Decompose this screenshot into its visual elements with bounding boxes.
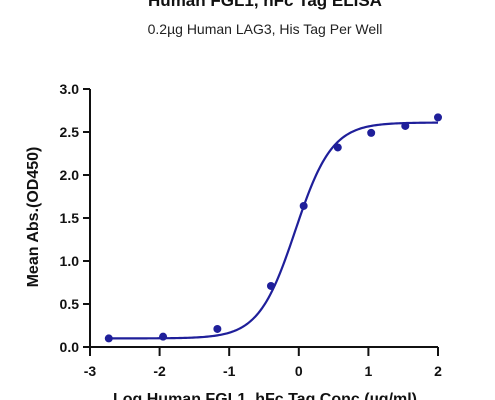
chart-subtitle: 0.2µg Human LAG3, His Tag Per Well	[148, 21, 383, 37]
x-tick-label: 2	[434, 363, 442, 379]
data-point	[333, 143, 342, 152]
x-tick-label: -2	[153, 363, 166, 379]
y-tick-label: 2.5	[60, 124, 80, 140]
y-ticks: 0.0 0.5 1.0 1.5 2.0 2.5 3.0	[60, 81, 90, 355]
chart-title: Human FGL1, hFc Tag ELISA	[148, 0, 382, 10]
data-point	[213, 324, 222, 333]
data-point	[434, 113, 442, 122]
fit-curve	[108, 121, 439, 340]
data-points	[104, 113, 442, 343]
data-point	[266, 281, 275, 290]
y-tick-label: 0.0	[60, 339, 80, 355]
x-tick-label: -1	[223, 363, 236, 379]
y-tick-label: 0.5	[60, 296, 80, 312]
x-ticks: -3 -2 -1 0 1 2	[84, 347, 442, 379]
data-point	[401, 121, 410, 130]
data-point	[104, 334, 113, 343]
data-point	[159, 332, 168, 341]
y-axis-label: Mean Abs.(OD450)	[25, 147, 42, 288]
x-tick-label: -3	[84, 363, 97, 379]
plot-area: 0.0 0.5 1.0 1.5 2.0 2.5 3.0 -3 -2 -1 0 1 2	[60, 81, 443, 379]
x-tick-label: 1	[365, 363, 373, 379]
x-axis-label: Log Human FGL1, hFc Tag Conc.(µg/ml)	[113, 391, 417, 400]
y-tick-label: 1.5	[60, 210, 80, 226]
data-point	[367, 128, 376, 137]
x-tick-label: 0	[295, 363, 303, 379]
data-point	[299, 201, 308, 210]
y-tick-label: 1.0	[60, 253, 80, 269]
y-tick-label: 3.0	[60, 81, 80, 97]
y-tick-label: 2.0	[60, 167, 80, 183]
